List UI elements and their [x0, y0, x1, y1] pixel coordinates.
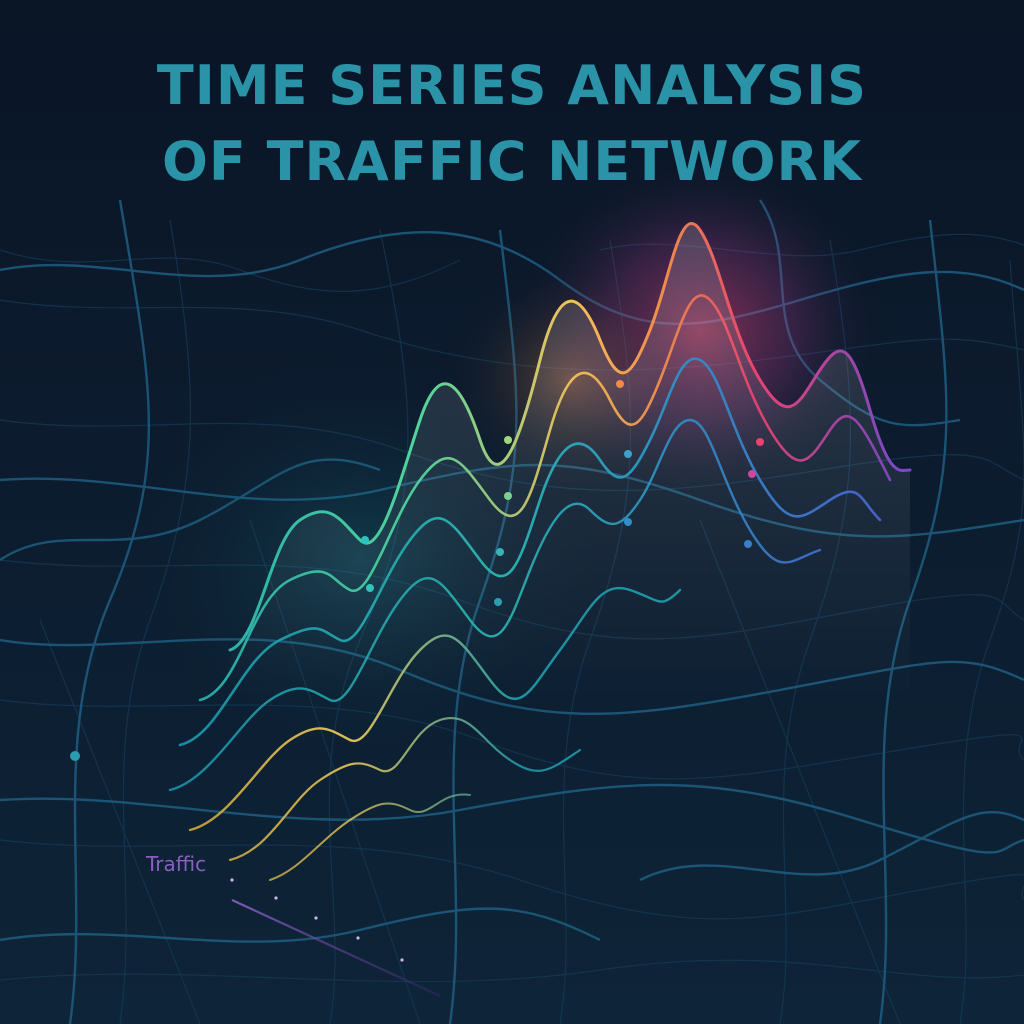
traffic-caption: Traffic — [146, 852, 207, 876]
axis-tick — [230, 878, 234, 882]
ridge-1-fill — [230, 223, 910, 700]
axis-tick — [356, 936, 360, 940]
ridge-6 — [228, 717, 582, 862]
data-point-markers — [70, 380, 764, 761]
poster-title-line-1: TIME SERIES ANALYSIS — [156, 54, 868, 117]
ridge-4 — [168, 418, 822, 792]
marker — [70, 751, 80, 761]
axis-tick — [314, 916, 318, 920]
marker — [748, 470, 756, 478]
marker — [504, 436, 512, 444]
marker — [756, 438, 764, 446]
marker — [366, 584, 374, 592]
ridge-7 — [269, 793, 471, 881]
marker — [616, 380, 624, 388]
axis-tick — [274, 896, 278, 900]
ridge-2 — [198, 294, 892, 702]
marker — [504, 492, 512, 500]
marker — [624, 518, 632, 526]
marker — [494, 598, 502, 606]
marker — [361, 536, 369, 544]
axis-tick — [400, 958, 404, 962]
axis-line — [231, 899, 441, 997]
marker — [744, 540, 752, 548]
marker — [624, 450, 632, 458]
ridge-3 — [178, 357, 882, 747]
axis-indicator — [230, 878, 441, 997]
marker — [496, 548, 504, 556]
ridge-5 — [188, 587, 682, 832]
poster-title-line-2: OF TRAFFIC NETWORK — [162, 130, 862, 193]
